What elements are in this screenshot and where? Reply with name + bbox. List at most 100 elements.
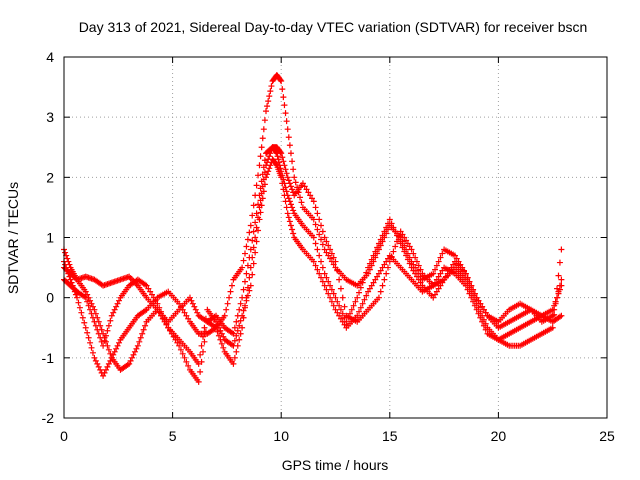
data-point	[197, 351, 204, 358]
data-point	[450, 261, 457, 268]
data-point	[265, 168, 272, 175]
data-point	[230, 360, 237, 367]
data-point	[314, 226, 321, 233]
data-point	[336, 312, 343, 319]
data-point	[281, 102, 288, 109]
data-point	[197, 368, 204, 375]
data-point	[354, 294, 361, 301]
data-point	[316, 270, 323, 277]
data-point	[453, 255, 460, 262]
data-point	[412, 254, 419, 261]
data-point	[131, 348, 138, 355]
data-point	[374, 244, 381, 251]
data-point	[410, 267, 417, 274]
data-point	[439, 250, 446, 257]
data-point	[321, 270, 328, 277]
data-point	[301, 183, 308, 190]
data-point	[325, 278, 332, 285]
data-point	[266, 153, 273, 160]
data-point	[176, 342, 183, 349]
data-point	[558, 276, 565, 283]
data-point	[260, 126, 267, 133]
data-point	[257, 153, 264, 160]
data-point	[260, 164, 267, 171]
data-point	[363, 269, 370, 276]
data-point	[384, 264, 391, 271]
data-point	[236, 306, 243, 313]
data-point	[116, 339, 123, 346]
data-point	[473, 306, 480, 313]
data-point	[242, 302, 248, 309]
data-point	[100, 330, 107, 337]
data-point	[246, 287, 253, 294]
data-point	[89, 349, 96, 356]
data-point	[327, 255, 334, 262]
data-point	[243, 243, 250, 250]
data-point	[110, 351, 117, 358]
data-point	[368, 282, 375, 289]
data-point	[145, 285, 152, 292]
data-point	[67, 276, 74, 283]
data-point	[198, 342, 205, 349]
data-point	[437, 270, 444, 277]
data-point	[218, 340, 225, 347]
data-point	[437, 254, 444, 261]
data-point	[399, 244, 406, 251]
data-point	[217, 327, 224, 334]
data-point	[430, 294, 437, 301]
data-point	[237, 317, 244, 324]
data-point	[323, 249, 330, 256]
data-point	[237, 300, 244, 307]
data-point	[307, 192, 314, 199]
data-point	[247, 246, 254, 253]
data-point	[406, 260, 413, 267]
data-point	[430, 270, 437, 277]
data-point	[214, 321, 221, 328]
data-point	[318, 258, 325, 265]
data-point	[249, 212, 256, 219]
data-point	[408, 246, 415, 253]
data-point	[84, 329, 91, 336]
data-point	[281, 192, 288, 199]
x-tick-label: 25	[599, 428, 615, 444]
data-point	[191, 303, 198, 310]
data-point	[432, 279, 439, 286]
data-point	[102, 338, 109, 345]
data-point	[179, 306, 186, 313]
data-point	[375, 270, 382, 277]
data-point	[390, 224, 397, 231]
data-point	[319, 278, 326, 285]
data-point	[287, 183, 294, 190]
data-point	[202, 315, 209, 322]
data-point	[330, 302, 337, 309]
data-point	[259, 195, 266, 202]
data-point	[240, 286, 247, 293]
data-point	[244, 292, 251, 299]
data-point	[370, 279, 377, 286]
data-point	[379, 282, 386, 289]
data-point	[105, 360, 112, 367]
data-point	[334, 298, 341, 305]
data-point	[108, 312, 115, 319]
data-point	[337, 315, 344, 322]
data-point	[236, 336, 243, 343]
data-point	[341, 321, 348, 328]
data-point	[286, 142, 293, 149]
data-point	[113, 345, 120, 352]
data-point	[111, 348, 118, 355]
data-point	[433, 288, 440, 295]
data-point	[231, 324, 238, 331]
data-point	[280, 158, 287, 165]
data-point	[310, 234, 317, 241]
data-point	[282, 198, 289, 205]
data-point	[250, 202, 257, 209]
data-point	[482, 309, 489, 316]
data-point	[555, 272, 562, 279]
data-point	[244, 262, 251, 269]
data-point	[549, 324, 556, 331]
data-point	[462, 270, 469, 277]
data-point	[339, 318, 346, 325]
data-point	[318, 222, 325, 229]
data-point	[328, 298, 335, 305]
data-point	[359, 300, 366, 307]
